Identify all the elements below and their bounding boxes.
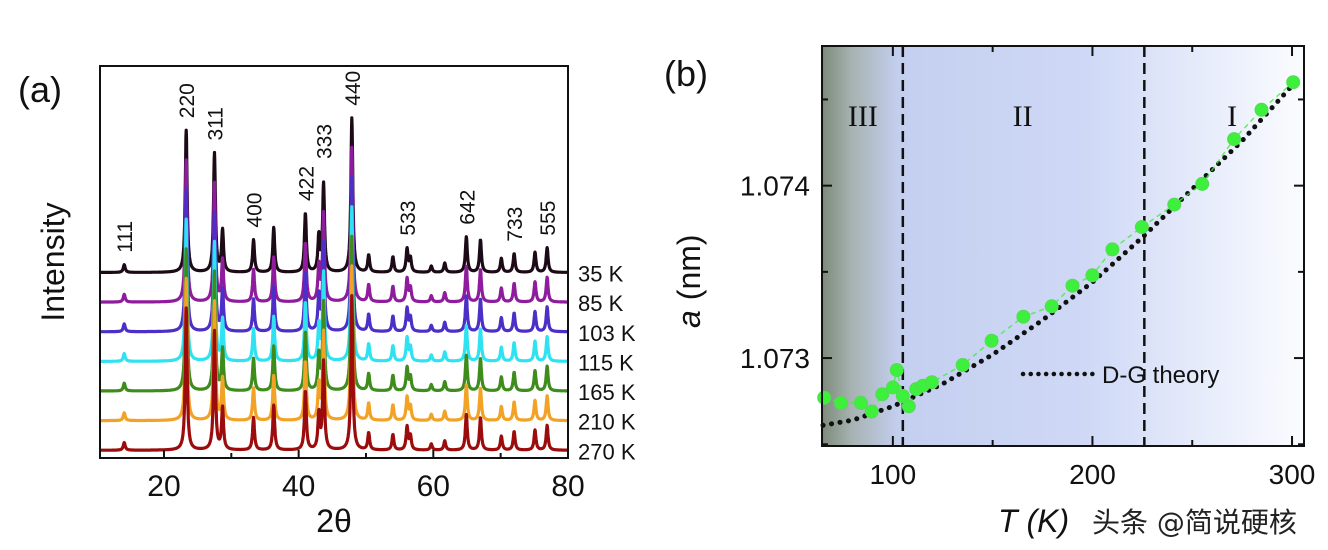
trace-115k xyxy=(98,205,570,363)
region-label: III xyxy=(848,100,878,133)
hkl-label: 333 xyxy=(314,124,337,159)
hkl-label: 422 xyxy=(295,166,318,201)
data-point xyxy=(817,390,832,405)
x-tick-label: 40 xyxy=(282,470,315,503)
hkl-label: 311 xyxy=(205,107,228,140)
theory-line xyxy=(820,83,1295,428)
x-axis-label-a: 2θ xyxy=(316,503,352,539)
data-point xyxy=(1085,268,1100,283)
x-tick-label: 80 xyxy=(551,470,584,503)
x-axis-label-b: T (K) xyxy=(998,503,1069,539)
data-point xyxy=(1167,197,1182,212)
region-label: II xyxy=(1013,100,1033,133)
data-point xyxy=(834,395,848,410)
trace-85k xyxy=(98,145,570,304)
trace-103k xyxy=(98,175,570,334)
hkl-label: 220 xyxy=(176,83,199,118)
y-axis-label-a: Intensity xyxy=(35,202,71,321)
temperature-label: 210 K xyxy=(578,410,636,435)
trace-165k xyxy=(98,234,570,393)
hkl-label: 555 xyxy=(537,201,560,236)
legend-theory-label: D-G theory xyxy=(1102,362,1219,389)
y-tick-label: 1.074 xyxy=(740,171,810,202)
trace-270k xyxy=(98,294,570,452)
data-point xyxy=(1134,220,1149,234)
x-tick-label: 60 xyxy=(417,470,450,503)
data-point xyxy=(853,395,868,410)
x-tick-label: 100 xyxy=(869,459,916,490)
data-point xyxy=(1195,176,1210,191)
data-points xyxy=(817,75,1301,419)
temperature-label: 115 K xyxy=(578,350,634,375)
data-point xyxy=(889,363,904,378)
y-axis-symbol: a xyxy=(671,310,707,328)
data-point xyxy=(1286,75,1301,90)
data-point xyxy=(924,375,939,390)
data-point xyxy=(1105,242,1120,257)
regions: III II I xyxy=(848,46,1237,446)
x-axis-a: 20 40 60 80 xyxy=(147,450,585,503)
data-point xyxy=(901,399,916,414)
panel-b-label: (b) xyxy=(664,53,708,94)
temperature-label: 35 K xyxy=(578,262,624,287)
data-point xyxy=(1044,299,1059,314)
data-point xyxy=(1065,278,1080,293)
trace-210k xyxy=(98,264,570,423)
y-tick-label: 1.073 xyxy=(740,343,810,374)
hkl-label: 440 xyxy=(342,71,365,106)
region-label: I xyxy=(1227,100,1237,133)
temperature-label: 103 K xyxy=(578,321,636,346)
hkl-label: 533 xyxy=(397,201,420,236)
x-tick-label: 200 xyxy=(1069,459,1116,490)
data-point xyxy=(864,404,879,419)
watermark: 头条 @简说硬核 xyxy=(1092,506,1297,539)
plot-b-frame xyxy=(821,45,1305,447)
data-point xyxy=(885,380,900,395)
data-point xyxy=(1227,132,1242,147)
temperature-label: 270 K xyxy=(578,439,636,464)
hkl-label: 400 xyxy=(244,193,267,228)
temperature-labels: 35 K 85 K 103 K 115 K 165 K 210 K 270 K xyxy=(578,262,636,465)
data-point xyxy=(895,389,910,403)
trace-35k xyxy=(98,116,570,274)
hkl-label: 111 xyxy=(114,221,137,253)
xrd-traces xyxy=(98,116,570,452)
data-point xyxy=(1254,102,1269,117)
data-point xyxy=(955,358,970,372)
y-axis-unit: (nm) xyxy=(671,234,707,300)
plot-a-frame xyxy=(99,65,569,459)
x-tick-label: 20 xyxy=(147,470,180,503)
hkl-label: 642 xyxy=(456,190,479,225)
axes-b: 100 200 300 1.073 1.074 xyxy=(740,46,1315,490)
y-axis-label-b: a (nm) xyxy=(671,234,707,328)
panel-a-label: (a) xyxy=(18,69,62,110)
legend: D-G theory xyxy=(1020,362,1219,389)
x-tick-label: 300 xyxy=(1269,459,1316,490)
temperature-label: 165 K xyxy=(578,380,636,405)
hkl-label: 733 xyxy=(504,207,527,242)
data-point xyxy=(984,333,999,348)
temperature-label: 85 K xyxy=(578,291,624,316)
data-point xyxy=(875,387,890,402)
data-point xyxy=(1016,309,1031,324)
theory-curve xyxy=(820,83,1295,428)
